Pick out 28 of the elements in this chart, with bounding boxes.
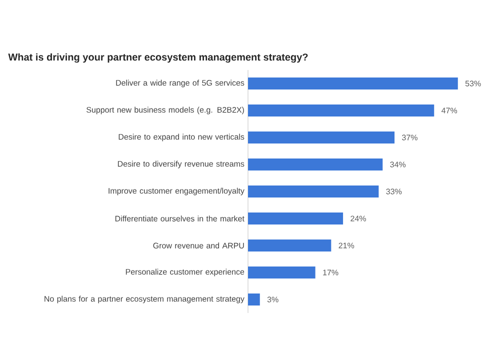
bar [248, 104, 434, 117]
bar [248, 212, 344, 225]
data-label: 53% [465, 80, 481, 86]
y-tick-label: Desire to expand into new verticals [118, 134, 244, 142]
bar [248, 294, 260, 306]
bar [248, 186, 379, 198]
bar [248, 78, 458, 90]
bar [248, 158, 383, 171]
bar [248, 240, 332, 252]
data-label: 33% [386, 188, 402, 194]
y-tick-label: No plans for a partner ecosystem management strategy [44, 296, 244, 304]
y-tick-label: Personalize customer experience [126, 268, 244, 276]
data-label: 3% [267, 296, 278, 302]
data-label: 21% [338, 242, 354, 248]
y-tick-label: Differentiate ourselves in the market [115, 216, 244, 222]
y-tick-label: Support new business models (e.g. B2B2X) [86, 106, 244, 114]
y-tick-label: Deliver a wide range of 5G services [116, 80, 244, 88]
text: What is driving your partner ecosystem management strategy? [8, 53, 308, 63]
data-label: 17% [323, 270, 338, 276]
data-label: 37% [402, 134, 418, 140]
bar [248, 132, 395, 144]
y-tick-label: Desire to diversify revenue streams [118, 160, 244, 168]
data-label: 47% [442, 108, 458, 114]
y-tick-label: Improve customer engagement/loyalty [108, 188, 244, 196]
bar [248, 266, 316, 279]
data-label: 24% [350, 216, 366, 222]
data-label: 34% [390, 162, 406, 168]
y-tick-label: Grow revenue and ARPU [153, 242, 244, 248]
